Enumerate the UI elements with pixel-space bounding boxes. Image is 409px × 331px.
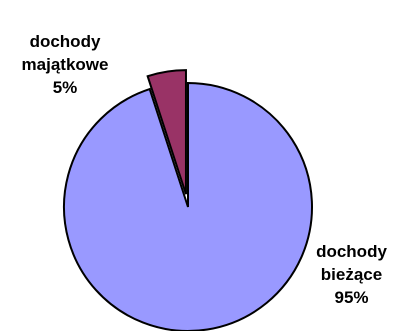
slice-label-majatkowe-line-1: dochody (29, 32, 101, 51)
slice-value-majatkowe: 5% (52, 78, 78, 97)
slice-label-biezace-line-2: bieżące (320, 265, 383, 284)
slice-label-majatkowe-line-2: majątkowe (21, 55, 109, 74)
slice-label-majatkowe: dochody majątkowe 5% (3, 30, 127, 99)
slice-value-biezace: 95% (334, 288, 369, 307)
pie-slice-1 (63, 81, 313, 331)
pie-slice-0 (146, 69, 187, 195)
slice-label-biezace-line-1: dochody (316, 242, 387, 261)
slice-label-biezace: dochody bieżące 95% (294, 240, 409, 309)
